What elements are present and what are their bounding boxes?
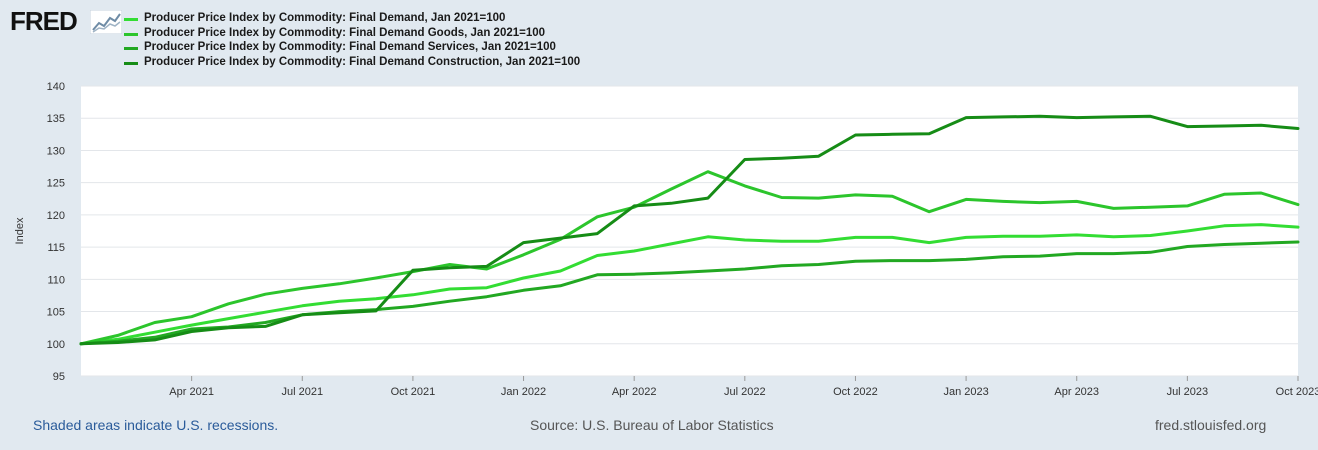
x-tick-label: Apr 2021 xyxy=(169,386,214,398)
fred-site-link[interactable]: fred.stlouisfed.org xyxy=(1155,417,1267,433)
y-tick-label: 115 xyxy=(47,242,65,254)
grid-lines xyxy=(81,85,1298,377)
plot-area xyxy=(81,86,1298,376)
y-tick-label: 95 xyxy=(53,371,65,383)
legend-label: Producer Price Index by Commodity: Final… xyxy=(144,26,546,39)
legend-label: Producer Price Index by Commodity: Final… xyxy=(144,55,581,68)
x-tick-label: Jul 2022 xyxy=(724,386,766,398)
x-tick-label: Oct 2021 xyxy=(391,386,436,398)
x-tick-label: Jan 2022 xyxy=(501,386,546,398)
y-tick-label: 135 xyxy=(47,113,65,125)
y-tick-label: 110 xyxy=(47,274,65,286)
x-tick-label: Jan 2023 xyxy=(943,386,988,398)
y-axis-ticks: 95 100 105 110 115 120 125 130 135 140 xyxy=(47,81,65,383)
line-chart: 95 100 105 110 115 120 125 130 135 140 Apr 2021 Ju… xyxy=(14,81,1318,398)
x-tick-label: Oct 2022 xyxy=(833,386,878,398)
y-tick-label: 100 xyxy=(47,339,65,351)
y-tick-label: 105 xyxy=(47,307,65,319)
source-note: Source: U.S. Bureau of Labor Statistics xyxy=(530,417,774,433)
x-tick-label: Apr 2023 xyxy=(1054,386,1099,398)
y-tick-label: 140 xyxy=(47,81,65,93)
y-axis-label: Index xyxy=(14,217,26,244)
legend-swatch xyxy=(124,47,138,50)
series-line-3[interactable] xyxy=(79,114,1300,346)
legend-swatch xyxy=(124,61,138,65)
x-tick-label: Oct 2023 xyxy=(1276,386,1318,398)
series-line-2[interactable] xyxy=(79,240,1300,346)
legend-swatch xyxy=(124,18,138,21)
fred-logo-text: FRED xyxy=(10,6,78,36)
legend-label: Producer Price Index by Commodity: Final… xyxy=(144,12,506,24)
legend-swatch xyxy=(124,32,138,36)
recessions-note: Shaded areas indicate U.S. recessions. xyxy=(33,417,279,433)
series-line-0[interactable] xyxy=(79,223,1300,346)
series-line-1[interactable] xyxy=(79,170,1300,346)
y-tick-label: 120 xyxy=(47,210,65,222)
legend-label: Producer Price Index by Commodity: Final… xyxy=(144,41,556,53)
x-axis-ticks: Apr 2021 Jul 2021 Oct 2021 Jan 2022 Apr 2022… xyxy=(169,376,1318,398)
chart-graph-icon xyxy=(90,10,122,34)
x-tick-label: Jul 2023 xyxy=(1167,386,1209,398)
x-tick-label: Jul 2021 xyxy=(281,386,323,398)
y-tick-label: 130 xyxy=(47,145,65,157)
x-tick-label: Apr 2022 xyxy=(612,386,657,398)
y-tick-label: 125 xyxy=(47,178,65,190)
series-lines xyxy=(79,114,1300,346)
